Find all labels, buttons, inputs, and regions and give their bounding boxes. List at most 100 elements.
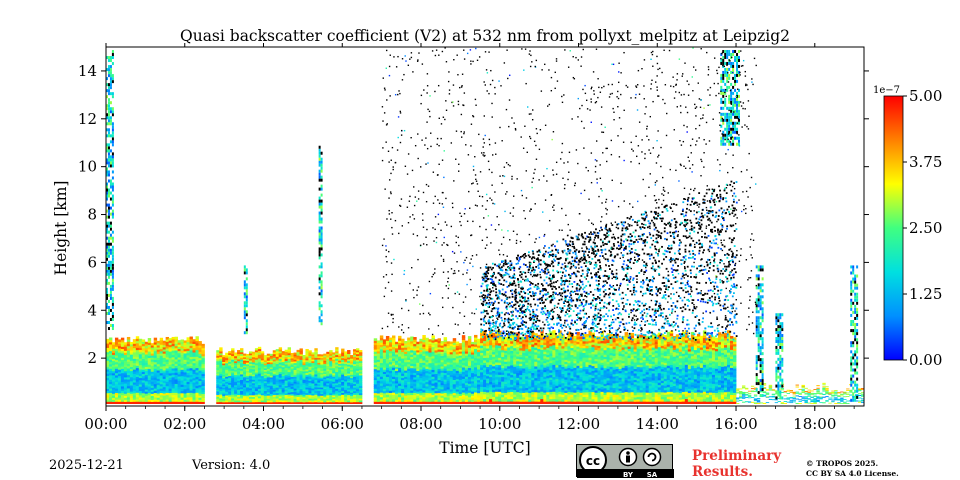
backscatter-cell <box>597 361 601 364</box>
backscatter-cell <box>320 401 324 405</box>
backscatter-cell <box>123 342 128 345</box>
backscatter-cell <box>234 359 238 362</box>
backscatter-cell <box>603 381 607 384</box>
backscatter-cell <box>162 374 167 377</box>
backscatter-cell <box>486 357 490 361</box>
backscatter-cell <box>219 354 223 358</box>
backscatter-cell <box>416 389 420 392</box>
backscatter-cell <box>106 369 110 372</box>
backscatter-cell <box>606 344 610 348</box>
backscatter-cell <box>144 343 149 347</box>
backscatter-cell <box>240 390 244 393</box>
backscatter-cell <box>320 393 324 396</box>
backscatter-cell <box>437 355 441 359</box>
backscatter-cell <box>373 342 378 346</box>
backscatter-cell <box>404 351 408 354</box>
backscatter-cell <box>275 361 280 365</box>
backscatter-cell <box>537 371 541 375</box>
backscatter-cell <box>437 366 441 370</box>
backscatter-cell <box>269 370 274 373</box>
backscatter-cell <box>243 360 247 363</box>
backscatter-cell <box>245 373 250 376</box>
backscatter-cell <box>353 390 357 394</box>
backscatter-cell <box>189 392 193 396</box>
backscatter-cell <box>287 392 291 395</box>
backscatter-cell <box>401 347 405 350</box>
backscatter-cell <box>260 353 265 356</box>
backscatter-cell <box>171 359 176 362</box>
backscatter-cell <box>373 351 378 354</box>
backscatter-cell <box>353 356 357 359</box>
backscatter-cell <box>404 355 408 359</box>
backscatter-cell <box>513 350 517 353</box>
backscatter-cell <box>422 344 426 347</box>
backscatter-cell <box>591 356 595 360</box>
backscatter-cell <box>257 363 262 367</box>
backscatter-cell <box>344 394 348 398</box>
backscatter-cell <box>165 354 170 358</box>
backscatter-cell <box>234 379 238 382</box>
backscatter-cell <box>150 347 155 350</box>
backscatter-cell <box>477 366 481 370</box>
backscatter-cell <box>461 355 466 359</box>
backscatter-cell <box>275 392 280 395</box>
backscatter-cell <box>385 358 390 362</box>
backscatter-cell <box>507 365 511 369</box>
backscatter-cell <box>174 354 178 358</box>
backscatter-cell <box>446 370 451 373</box>
backscatter-cell <box>305 378 309 381</box>
backscatter-cell <box>284 385 289 388</box>
backscatter-cell <box>395 399 399 402</box>
backscatter-cell <box>376 395 381 398</box>
backscatter-cell <box>540 396 544 400</box>
backscatter-cell <box>419 394 423 398</box>
backscatter-cell <box>308 392 312 396</box>
backscatter-cell <box>251 388 256 391</box>
backscatter-cell <box>510 338 514 342</box>
backscatter-cell <box>627 380 632 384</box>
backscatter-cell <box>477 338 481 342</box>
backscatter-cell <box>537 385 541 388</box>
backscatter-cell <box>243 380 247 383</box>
backscatter-cell <box>177 397 181 400</box>
backscatter-cell <box>419 390 423 394</box>
backscatter-cell <box>129 401 134 404</box>
backscatter-cell <box>153 355 158 358</box>
backscatter-cell <box>192 358 196 362</box>
backscatter-cell <box>391 389 396 393</box>
backscatter-cell <box>192 347 196 351</box>
backscatter-cell <box>588 393 592 397</box>
backscatter-cell <box>483 384 487 388</box>
backscatter-cell <box>126 374 131 378</box>
backscatter-cell <box>615 359 619 363</box>
backscatter-cell <box>129 356 134 359</box>
backscatter-cell <box>603 349 607 353</box>
backscatter-cell <box>219 392 223 395</box>
backscatter-cell <box>296 383 300 387</box>
backscatter-cell <box>582 366 586 370</box>
backscatter-cell <box>404 376 408 379</box>
backscatter-cell <box>467 338 472 342</box>
backscatter-cell <box>299 374 303 377</box>
backscatter-cell <box>446 380 451 384</box>
backscatter-cell <box>138 382 143 385</box>
backscatter-cell <box>434 373 438 377</box>
backscatter-cell <box>338 360 342 363</box>
backscatter-cell <box>561 387 565 391</box>
backscatter-cell <box>183 340 187 343</box>
backscatter-cell <box>186 394 190 398</box>
backscatter-cell <box>495 374 499 378</box>
backscatter-cell <box>513 387 517 391</box>
backscatter-cell <box>546 382 550 386</box>
backscatter-cell <box>570 380 574 384</box>
backscatter-cell <box>141 356 146 360</box>
backscatter-cell <box>147 397 152 400</box>
backscatter-cell <box>293 389 297 393</box>
backscatter-cell <box>168 346 173 350</box>
backscatter-cell <box>183 348 187 352</box>
backscatter-cell <box>174 379 178 382</box>
backscatter-cell <box>416 395 420 398</box>
backscatter-cell <box>254 381 259 384</box>
backscatter-cell <box>458 367 463 370</box>
backscatter-cell <box>555 396 559 400</box>
